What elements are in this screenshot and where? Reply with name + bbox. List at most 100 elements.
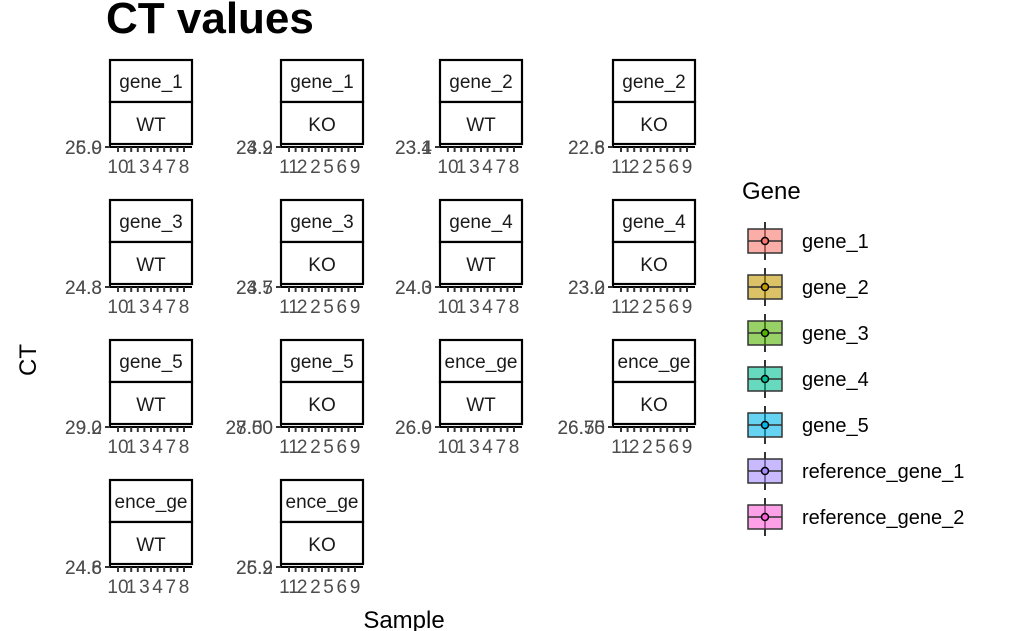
x-tick-label: 2 — [629, 157, 640, 178]
x-tick-label: 10 — [437, 157, 458, 178]
gene-strip — [611, 338, 697, 384]
y-tick-label: 26.75 — [557, 418, 605, 439]
x-tick-label: 8 — [509, 157, 520, 178]
condition-strip-label: WT — [136, 395, 166, 416]
legend-key — [747, 452, 783, 490]
condition-strip-label: WT — [466, 255, 496, 276]
y-tick-label: 23.0 — [568, 278, 605, 299]
gene-strip-label: gene_4 — [449, 212, 513, 233]
legend-item-gene-2: gene_2 — [747, 268, 869, 306]
gene-strip-label: gene_2 — [449, 72, 512, 93]
x-tick-label: 11 — [611, 437, 631, 458]
x-tick-label: 7 — [166, 297, 177, 318]
x-tick-label: 4 — [152, 297, 163, 318]
x-tick-label: 6 — [669, 157, 680, 178]
x-tick-label: 3 — [139, 577, 150, 598]
x-tick-label: 3 — [139, 157, 150, 178]
y-tick-label: 23.5 — [236, 278, 273, 299]
x-tick-label: 2 — [642, 157, 653, 178]
condition-strip — [279, 520, 365, 566]
legend-key — [747, 360, 783, 398]
y-tick-label: 24.0 — [395, 278, 432, 299]
x-tick-label: 10 — [107, 297, 128, 318]
x-tick-label: 7 — [496, 437, 507, 458]
x-tick-label: 11 — [279, 437, 299, 458]
x-tick-label: 1 — [456, 437, 467, 458]
x-tick-label: 6 — [337, 577, 348, 598]
gene-strip-label: ence_ge — [618, 352, 691, 373]
x-tick-label: 11 — [279, 577, 299, 598]
gene-strip — [279, 478, 365, 524]
chart-title: CT values — [106, 0, 314, 43]
legend-key — [747, 222, 783, 260]
x-tick-label: 6 — [337, 297, 348, 318]
x-tick-label: 11 — [611, 297, 631, 318]
x-tick-label: 4 — [482, 437, 493, 458]
x-tick-label: 10 — [107, 157, 128, 178]
condition-strip-label: KO — [308, 395, 335, 416]
x-tick-label: 10 — [107, 577, 128, 598]
x-tick-label: 8 — [509, 437, 520, 458]
x-tick-label: 9 — [682, 297, 693, 318]
x-tick-label: 2 — [297, 297, 308, 318]
x-tick-label: 5 — [655, 157, 666, 178]
gene-strip — [279, 338, 365, 384]
x-tick-label: 7 — [166, 577, 177, 598]
legend-key — [747, 498, 783, 536]
x-tick-label: 2 — [297, 157, 308, 178]
y-tick-label: 25.9 — [65, 138, 102, 159]
x-tick-label: 2 — [297, 437, 308, 458]
y-tick-label: 24.7 — [236, 278, 273, 299]
gene-strip-label: gene_3 — [290, 212, 353, 233]
x-tick-label: 10 — [437, 297, 458, 318]
x-tick-label: 1 — [456, 157, 467, 178]
gene-strip-label: gene_5 — [290, 352, 353, 373]
y-tick-label: 26.9 — [395, 418, 432, 439]
condition-strip-label: KO — [308, 255, 335, 276]
legend-item-gene-5: gene_5 — [747, 406, 869, 444]
x-tick-label: 9 — [350, 437, 361, 458]
x-tick-label: 4 — [482, 157, 493, 178]
y-tick-label: 26.2 — [236, 558, 273, 579]
y-tick-label: 22.8 — [568, 138, 605, 159]
x-tick-label: 4 — [152, 577, 163, 598]
x-tick-label: 3 — [139, 437, 150, 458]
x-tick-label: 7 — [166, 157, 177, 178]
legend-item-reference-gene-1: reference_gene_1 — [747, 452, 964, 490]
legend-items: gene_1 gene_2 gene_3 gene_4 gene_5 reference_… — [747, 222, 964, 536]
x-tick-label: 10 — [107, 437, 128, 458]
x-tick-label: 6 — [337, 437, 348, 458]
condition-strip — [279, 380, 365, 426]
x-tick-label: 5 — [655, 437, 666, 458]
x-tick-label: 2 — [310, 157, 321, 178]
legend-key — [747, 314, 783, 352]
x-tick-label: 1 — [126, 437, 137, 458]
condition-strip — [438, 240, 524, 286]
gene-strip-label: ence_ge — [445, 352, 518, 373]
x-tick-label: 5 — [323, 297, 334, 318]
gene-strip-label: gene_3 — [119, 212, 182, 233]
x-tick-label: 9 — [350, 157, 361, 178]
x-tick-label: 5 — [323, 577, 334, 598]
legend-item-gene-3: gene_3 — [747, 314, 869, 352]
condition-strip-label: WT — [466, 395, 496, 416]
legend-label: reference_gene_2 — [802, 507, 964, 529]
legend: Gene gene_1 gene_2 gene_3 gene_4 gene_5refer… — [742, 178, 964, 536]
gene-strip — [611, 198, 697, 244]
y-tick-label: 24.8 — [65, 558, 102, 579]
y-tick-label: 22.6 — [568, 138, 605, 159]
legend-label: gene_3 — [802, 323, 869, 345]
x-tick-label: 9 — [682, 437, 693, 458]
y-tick-label: 23.4 — [395, 138, 432, 159]
x-tick-label: 2 — [310, 437, 321, 458]
gene-strip — [438, 58, 524, 104]
